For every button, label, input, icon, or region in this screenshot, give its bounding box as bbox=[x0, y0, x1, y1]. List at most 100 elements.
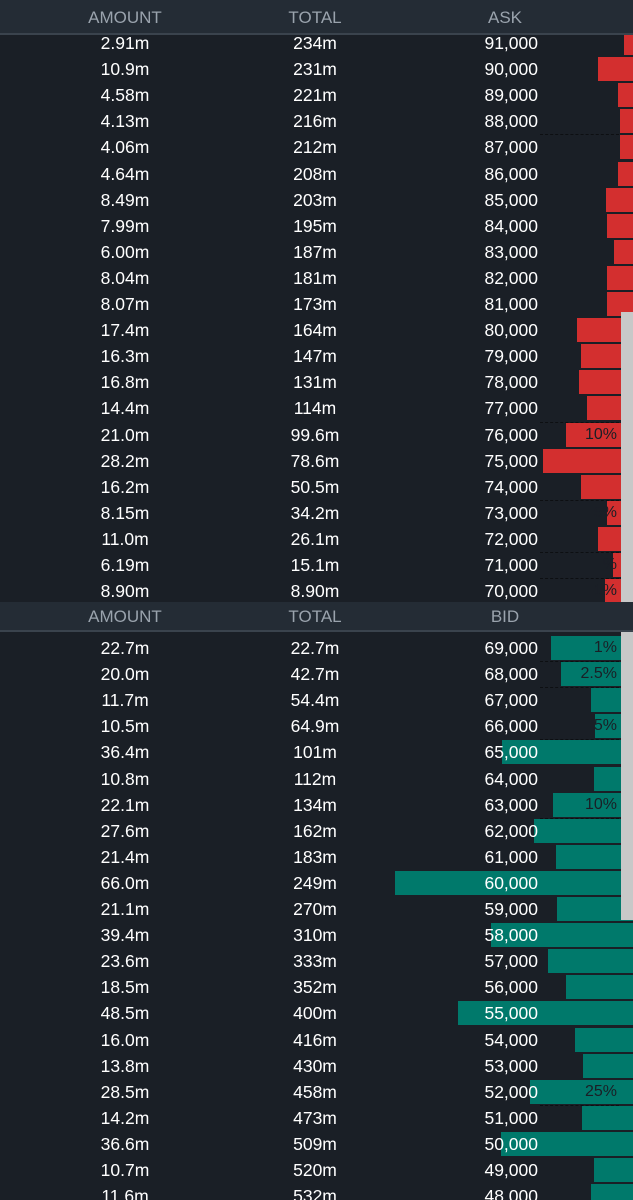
ask-order-row[interactable]: 4.06m 212m 87,000 bbox=[0, 134, 633, 160]
bid-order-row[interactable]: 13.8m 430m 53,000 bbox=[0, 1053, 633, 1079]
bid-amount-cell: 22.7m bbox=[100, 638, 150, 658]
ask-order-row[interactable]: 28.2m 78.6m 75,000 bbox=[0, 448, 633, 474]
ask-order-row[interactable]: 6.19m 15.1m 71,000 bbox=[0, 552, 633, 578]
ask-order-row[interactable]: 2.91m 234m 91,000 bbox=[0, 35, 633, 56]
ask-total-cell: 173m bbox=[293, 294, 337, 314]
bid-order-row[interactable]: 10.8m 112m 64,000 bbox=[0, 766, 633, 792]
bid-order-row[interactable]: 22.7m 22.7m 69,000 bbox=[0, 635, 633, 661]
bid-amount-header[interactable]: AMOUNT bbox=[88, 607, 162, 626]
bid-scrollbar-thumb[interactable] bbox=[621, 632, 633, 920]
bid-order-row[interactable]: 21.1m 270m 59,000 bbox=[0, 896, 633, 922]
ask-order-row[interactable]: 4.58m 221m 89,000 bbox=[0, 82, 633, 108]
bid-order-row[interactable]: 21.4m 183m 61,000 bbox=[0, 844, 633, 870]
ask-order-list[interactable]: 2.91m 234m 91,000 10.9m 231m 90,000 4.58m 221m 8… bbox=[0, 35, 633, 602]
ask-order-row[interactable]: 8.90m 8.90m 70,000 bbox=[0, 578, 633, 602]
bid-total-cell: 352m bbox=[293, 977, 337, 998]
bid-price-cell: 58,000 bbox=[484, 925, 538, 946]
bid-order-row[interactable]: 18.5m 352m 56,000 bbox=[0, 974, 633, 1000]
bid-price-cell: 62,000 bbox=[484, 820, 538, 841]
bid-order-list[interactable]: 22.7m 22.7m 69,000 20.0m 42.7m 68,000 11.7m 54.… bbox=[0, 632, 633, 1200]
bid-order-row[interactable]: 10.7m 520m 49,000 bbox=[0, 1157, 633, 1183]
ask-amount-cell: 17.4m bbox=[100, 320, 150, 341]
ask-depth-bar bbox=[620, 135, 633, 160]
bid-order-row[interactable]: 20.0m 42.7m 68,000 bbox=[0, 661, 633, 687]
bid-order-row[interactable]: 48.5m 400m 55,000 bbox=[0, 1000, 633, 1026]
ask-price-cell: 71,000 bbox=[484, 555, 538, 575]
bid-order-row[interactable]: 36.4m 101m 65,000 bbox=[0, 739, 633, 765]
ask-amount-cell: 21.0m bbox=[100, 424, 150, 445]
ask-depth-bar bbox=[618, 83, 633, 108]
bid-order-row[interactable]: 14.2m 473m 51,000 bbox=[0, 1105, 633, 1131]
ask-total-header[interactable]: TOTAL bbox=[288, 8, 342, 27]
ask-order-row[interactable]: 4.64m 208m 86,000 bbox=[0, 161, 633, 187]
ask-order-row[interactable]: 21.0m 99.6m 76,000 bbox=[0, 422, 633, 448]
ask-order-row[interactable]: 16.2m 50.5m 74,000 bbox=[0, 474, 633, 500]
ask-depth-bar bbox=[598, 57, 633, 82]
ask-depth-bar bbox=[543, 448, 633, 473]
ask-order-row[interactable]: 6.00m 187m 83,000 bbox=[0, 239, 633, 265]
ask-amount-cell: 6.00m bbox=[100, 241, 150, 262]
ask-total-cell: 78.6m bbox=[290, 450, 340, 471]
bid-order-row[interactable]: 11.7m 54.4m 67,000 bbox=[0, 687, 633, 713]
ask-price-cell: 83,000 bbox=[484, 241, 538, 262]
ask-total-cell: 147m bbox=[293, 346, 337, 367]
bid-total-header[interactable]: TOTAL bbox=[288, 607, 342, 626]
bid-order-row[interactable]: 66.0m 249m 60,000 bbox=[0, 870, 633, 896]
ask-price-header[interactable]: ASK bbox=[487, 8, 523, 27]
bid-total-cell: 101m bbox=[293, 742, 337, 763]
bid-amount-cell: 11.6m bbox=[101, 1186, 149, 1200]
bid-price-cell: 50,000 bbox=[484, 1133, 538, 1154]
bid-amount-cell: 21.4m bbox=[100, 846, 150, 867]
ask-order-row[interactable]: 14.4m 114m 77,000 bbox=[0, 395, 633, 421]
bid-depth-percent-marker: 5% bbox=[593, 717, 617, 735]
bid-amount-cell: 10.7m bbox=[100, 1160, 150, 1180]
bid-depth-bar bbox=[594, 1158, 633, 1182]
bid-order-row[interactable]: 39.4m 310m 58,000 bbox=[0, 922, 633, 948]
bid-depth-bar bbox=[502, 740, 633, 765]
bid-depth-bar bbox=[582, 1105, 633, 1130]
ask-order-row[interactable]: 8.49m 203m 85,000 bbox=[0, 187, 633, 213]
ask-amount-cell: 16.2m bbox=[100, 476, 150, 497]
bid-order-row[interactable]: 36.6m 509m 50,000 bbox=[0, 1131, 633, 1157]
bid-depth-percent-marker: 10% bbox=[584, 795, 617, 813]
ask-order-row[interactable]: 10.9m 231m 90,000 bbox=[0, 56, 633, 82]
ask-total-cell: 50.5m bbox=[290, 476, 340, 497]
ask-depth-divider-line bbox=[540, 134, 619, 136]
ask-order-row[interactable]: 16.3m 147m 79,000 bbox=[0, 343, 633, 369]
bid-order-row[interactable]: 10.5m 64.9m 66,000 bbox=[0, 713, 633, 739]
ask-depth-divider-line bbox=[540, 552, 619, 553]
ask-order-row[interactable]: 17.4m 164m 80,000 bbox=[0, 317, 633, 343]
ask-amount-header[interactable]: AMOUNT bbox=[88, 8, 162, 27]
ask-table-header: AMOUNT TOTAL ASK bbox=[0, 0, 633, 35]
bid-total-cell: 134m bbox=[293, 794, 337, 815]
bid-total-cell: 270m bbox=[293, 899, 337, 919]
ask-total-cell: 8.90m bbox=[290, 581, 340, 602]
bid-order-row[interactable]: 23.6m 333m 57,000 bbox=[0, 948, 633, 974]
bid-total-cell: 509m bbox=[293, 1133, 337, 1154]
bid-total-cell: 42.7m bbox=[290, 664, 340, 685]
ask-order-row[interactable]: 7.99m 195m 84,000 bbox=[0, 213, 633, 239]
ask-order-row[interactable]: 11.0m 26.1m 72,000 bbox=[0, 526, 633, 552]
bid-amount-cell: 66.0m bbox=[100, 872, 150, 893]
ask-order-row[interactable]: 8.15m 34.2m 73,000 bbox=[0, 500, 633, 526]
bid-order-row[interactable]: 16.0m 416m 54,000 bbox=[0, 1027, 633, 1053]
bid-price-cell: 56,000 bbox=[484, 977, 538, 998]
ask-order-row[interactable]: 8.07m 173m 81,000 bbox=[0, 291, 633, 317]
ask-order-row[interactable]: 4.13m 216m 88,000 bbox=[0, 108, 633, 134]
ask-price-cell: 76,000 bbox=[484, 424, 538, 445]
bid-order-row[interactable]: 11.6m 532m 48,000 bbox=[0, 1183, 633, 1200]
bid-order-row[interactable]: 28.5m 458m 52,000 bbox=[0, 1079, 633, 1105]
ask-amount-cell: 16.8m bbox=[100, 372, 150, 393]
ask-price-cell: 70,000 bbox=[484, 581, 538, 602]
bid-order-row[interactable]: 27.6m 162m 62,000 bbox=[0, 818, 633, 844]
ask-price-cell: 89,000 bbox=[484, 85, 538, 106]
ask-order-row[interactable]: 8.04m 181m 82,000 bbox=[0, 265, 633, 291]
bid-order-row[interactable]: 22.1m 134m 63,000 bbox=[0, 792, 633, 818]
ask-scrollbar-thumb[interactable] bbox=[621, 312, 633, 602]
ask-total-cell: 195m bbox=[293, 215, 337, 236]
bid-price-cell: 61,000 bbox=[484, 846, 538, 867]
ask-order-row[interactable]: 16.8m 131m 78,000 bbox=[0, 369, 633, 395]
bid-price-cell: 53,000 bbox=[484, 1055, 538, 1076]
bid-price-header[interactable]: BID bbox=[490, 607, 520, 626]
ask-amount-cell: 8.90m bbox=[100, 581, 150, 602]
